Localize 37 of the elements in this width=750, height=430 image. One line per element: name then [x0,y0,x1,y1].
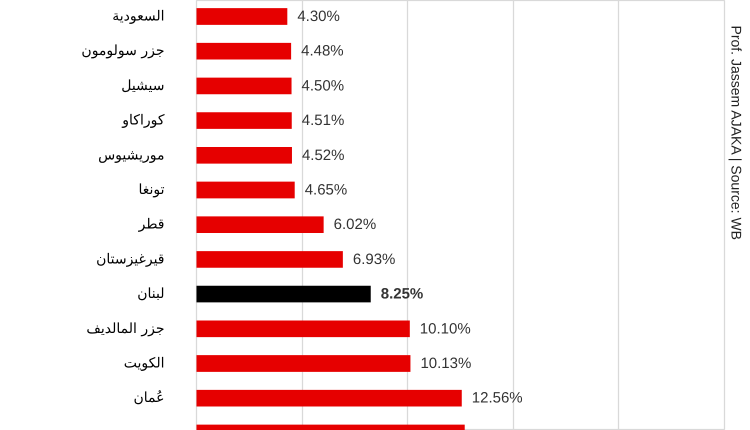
data-label: 4.30% [297,8,340,25]
y-tick-label: كوراكاو [121,112,165,129]
bar [196,8,288,25]
data-label: 4.50% [302,77,344,94]
bar [196,182,295,198]
bar [196,146,292,164]
data-label: 4.65% [304,182,348,198]
bar [196,251,343,268]
data-label: 4.52% [302,146,345,164]
data-label: 8.25% [380,286,424,303]
bar [196,390,462,407]
y-tick-label: جزر المالديف [86,320,164,337]
data-label: 6.02% [334,216,376,234]
bar [196,112,292,129]
y-tick-label: لبنان [137,286,165,302]
y-tick-label: موريشيوس [98,147,165,164]
y-tick-label: جزر سولومون [81,43,165,60]
y-tick-label: تونغا [138,182,165,198]
y-tick-label: عُمان [134,390,165,406]
y-tick-label: الكويت [124,356,165,372]
data-label: 12.56% [472,390,523,407]
data-label: 10.13% [420,355,472,372]
y-tick-label: السعودية [112,8,165,24]
data-label: 6.93% [352,250,396,268]
y-tick-label: قيرغيزستان [96,251,165,268]
data-label: 4.51% [302,112,344,130]
bar [196,42,292,60]
data-label: 10.10% [420,320,471,338]
bar [196,216,324,234]
y-tick-label: قطر [138,216,165,233]
bar [196,286,371,302]
text: Prof. Jassem AJAKA | Source: WB [728,26,744,240]
bar [196,320,410,338]
bar [196,355,410,372]
data-label: 4.48% [301,42,344,60]
y-tick-label: سيشيل [121,78,165,94]
bar [196,78,292,94]
